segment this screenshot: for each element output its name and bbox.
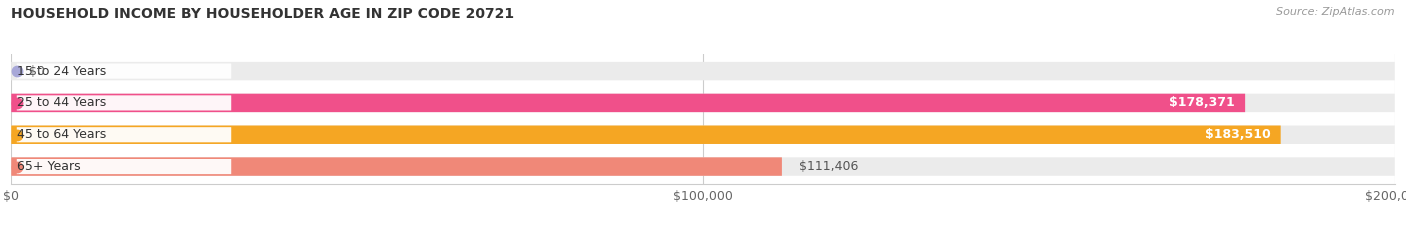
FancyBboxPatch shape <box>17 127 231 142</box>
FancyBboxPatch shape <box>11 94 1246 112</box>
Text: 15 to 24 Years: 15 to 24 Years <box>17 65 105 78</box>
Text: 65+ Years: 65+ Years <box>17 160 80 173</box>
Text: $111,406: $111,406 <box>799 160 859 173</box>
FancyBboxPatch shape <box>11 126 1281 144</box>
FancyBboxPatch shape <box>11 126 1395 144</box>
FancyBboxPatch shape <box>11 62 1395 80</box>
Text: $183,510: $183,510 <box>1205 128 1270 141</box>
Text: Source: ZipAtlas.com: Source: ZipAtlas.com <box>1277 7 1395 17</box>
FancyBboxPatch shape <box>11 94 1395 112</box>
FancyBboxPatch shape <box>17 159 231 174</box>
Text: 45 to 64 Years: 45 to 64 Years <box>17 128 105 141</box>
Text: HOUSEHOLD INCOME BY HOUSEHOLDER AGE IN ZIP CODE 20721: HOUSEHOLD INCOME BY HOUSEHOLDER AGE IN Z… <box>11 7 515 21</box>
FancyBboxPatch shape <box>17 95 231 110</box>
FancyBboxPatch shape <box>11 157 1395 176</box>
Text: $0: $0 <box>28 65 45 78</box>
FancyBboxPatch shape <box>17 64 231 79</box>
Text: $178,371: $178,371 <box>1168 96 1234 110</box>
FancyBboxPatch shape <box>11 157 782 176</box>
Text: 25 to 44 Years: 25 to 44 Years <box>17 96 105 110</box>
